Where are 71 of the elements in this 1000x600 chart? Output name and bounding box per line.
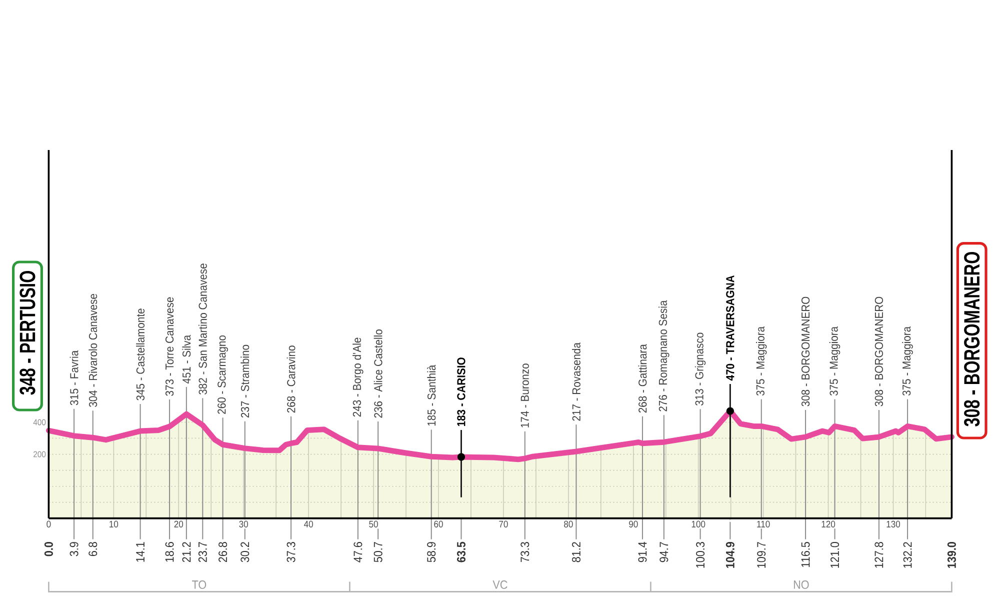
x-tick-label: 130: [886, 520, 900, 528]
ref-line-label: 375 - Maggiora: [902, 326, 913, 396]
x-tick-label: 60: [434, 520, 443, 528]
ref-line-label: 345 - Castellamonte: [136, 308, 145, 400]
x-tick-label: 80: [564, 520, 573, 528]
ref-line-label: 313 - Grignasco: [694, 332, 706, 406]
text: VC: [492, 580, 508, 589]
x2-tick-label: 6.8: [88, 542, 98, 556]
x2-tick-label: 91.4: [638, 542, 647, 562]
x2-tick-label: 73.3: [520, 542, 530, 562]
x2-tick-label: 30.2: [240, 542, 250, 562]
ref-line-label: 375 - Maggiora: [829, 326, 840, 396]
x2-tick-label: 14.1: [136, 542, 144, 562]
ref-line-label: 237 - Strambino: [240, 344, 250, 418]
x-tick-label: 50: [369, 520, 378, 528]
x-tick-label: 90: [629, 520, 638, 528]
x2-tick-label: 21.2: [182, 542, 191, 562]
x2-tick-label: 139.0: [947, 542, 956, 568]
x2-tick-label: 81.2: [572, 542, 580, 562]
text: TO: [192, 580, 206, 589]
x2-tick-label: 100.3: [696, 542, 705, 568]
ref-line-label: 268 - Caravino: [286, 346, 296, 413]
ref-line-label: 217 - Rovasenda: [572, 342, 580, 421]
x-tick-label: 10: [110, 520, 118, 528]
ref-line-label: 315 - Favria: [70, 350, 78, 406]
x2-tick-label: 23.7: [198, 542, 207, 562]
ref-line-label: 260 - Scarmagno: [218, 335, 228, 414]
x-tick-label: 0: [46, 520, 51, 528]
x2-tick-label: 50.7: [374, 542, 382, 562]
x2-tick-label: 109.7: [757, 542, 766, 568]
ref-line-label: 382 - San Martino Canavese: [198, 264, 207, 394]
x2-tick-label: 37.3: [286, 542, 296, 562]
y-tick-label: 400: [33, 419, 46, 426]
x2-tick-label: 26.8: [218, 542, 228, 562]
y-tick-label: 200: [34, 451, 46, 458]
ref-line-label: 308 - BORGOMANERO: [874, 296, 884, 406]
annotation: 470 - TRAVERSAGNA: [726, 275, 734, 381]
x2-tick-label: 58.9: [427, 542, 436, 562]
ref-line-label: 185 - Santhià: [427, 364, 436, 426]
ref-line-label: 268 - Gattinara: [638, 344, 647, 413]
x2-tick-label: 104.9: [726, 542, 734, 568]
ref-line-label: 451 - Silva: [182, 334, 191, 384]
x2-tick-label: 47.6: [354, 542, 362, 562]
x2-tick-label: 121.0: [830, 542, 840, 568]
annotation: 348 - PERTUSIO: [20, 270, 36, 395]
x-tick-label: 110: [757, 520, 770, 528]
annotation: 183 - CARISIO: [457, 358, 466, 426]
ref-line-label: 243 - Borgo d'Ale: [352, 338, 364, 417]
x-tick-label: 30: [239, 520, 248, 528]
x2-tick-label: 63.5: [456, 542, 466, 562]
x2-tick-label: 0.0: [44, 542, 53, 556]
x-tick-label: 100: [692, 520, 706, 528]
ref-line-label: 375 - Maggiora: [756, 326, 767, 396]
annotation: 308 - BORGOMANERO: [964, 252, 980, 426]
text: NO: [794, 580, 809, 589]
x2-tick-label: 18.6: [165, 542, 174, 562]
x2-tick-label: 127.8: [874, 542, 884, 568]
ref-line-label: 174 - Buronzo: [520, 364, 529, 428]
ref-line-label: 308 - BORGOMANERO: [801, 296, 810, 406]
x-tick-label: 20: [174, 520, 184, 528]
ref-line-label: 304 - Rivarolo Canavese: [88, 294, 98, 407]
ref-line-label: 276 - Romagnano Sesia: [658, 300, 670, 412]
x2-tick-label: 94.7: [660, 542, 668, 562]
x-tick-label: 40: [304, 520, 313, 528]
x2-tick-label: 132.2: [903, 542, 912, 568]
x-tick-label: 70: [499, 520, 508, 528]
x2-tick-label: 3.9: [70, 542, 78, 556]
ref-line-label: 373 - Torre Canavese: [165, 297, 174, 396]
ref-line-label: 236 - Alice Castello: [374, 330, 382, 418]
x-tick-label: 120: [822, 520, 836, 528]
x2-tick-label: 116.5: [801, 542, 810, 567]
